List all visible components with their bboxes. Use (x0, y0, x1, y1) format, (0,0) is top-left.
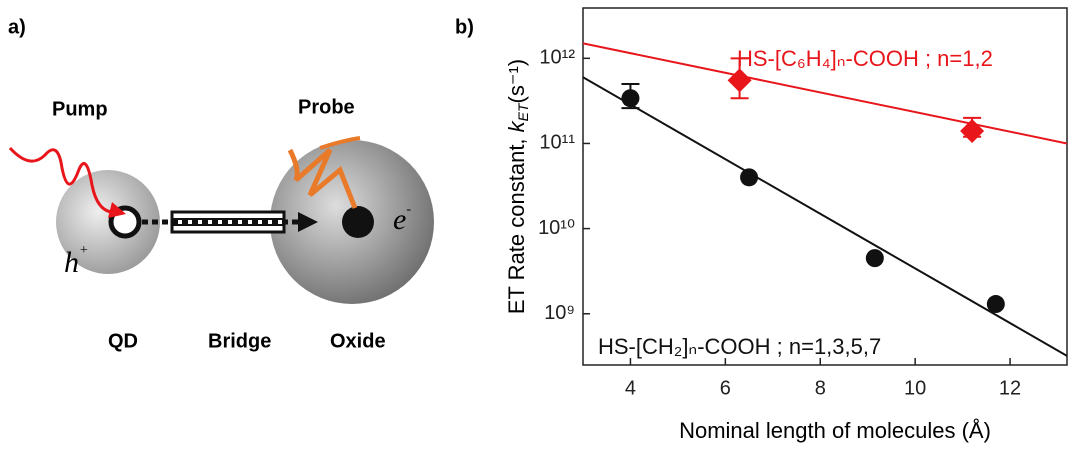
y-tick-label: 10⁹ (544, 302, 575, 324)
hole-label: h+ (64, 243, 88, 279)
electron-charge: - (406, 202, 411, 217)
x-tick-label: 4 (625, 377, 636, 399)
pump-label: Pump (52, 98, 108, 120)
chart: b) 4 6 8 10 12 10⁹ 10¹⁰ 10¹¹ 10¹² Nominal length … (455, 7, 1068, 443)
pump-arrow (108, 202, 126, 218)
qd-sphere (56, 170, 160, 274)
electron-letter: e (393, 203, 406, 236)
plot-frame (582, 7, 1068, 366)
pump-wave (8, 146, 119, 214)
hole-charge: + (79, 243, 88, 258)
x-tick-label: 6 (720, 377, 731, 399)
qd-label: QD (108, 330, 138, 352)
hole-letter: h (64, 246, 79, 279)
electron (342, 206, 374, 238)
probe-wave (287, 148, 358, 209)
point (960, 119, 985, 144)
y-tick-label: 10¹² (539, 47, 575, 69)
fit-line (583, 76, 1067, 357)
point (740, 168, 759, 187)
x-axis-label: Nominal length of molecules (Å) (679, 418, 991, 443)
electron-label: e- (393, 202, 411, 236)
probe-wave (319, 136, 361, 150)
x-tick-label: 8 (815, 377, 826, 399)
probe-label: Probe (298, 96, 355, 118)
fit-line (583, 42, 1067, 145)
y-axis-label: ET Rate constant, kET(s⁻¹) (504, 59, 531, 314)
y-label-part: ET Rate constant, (504, 132, 529, 314)
y-tick-label: 10¹⁰ (538, 217, 575, 239)
y-label-part: ET (515, 102, 531, 121)
arrow-head (298, 212, 318, 232)
panel-label: b) (455, 16, 474, 38)
point (986, 295, 1005, 314)
series-label: HS-[CH₂]ₙ-COOH ; n=1,3,5,7 (598, 334, 881, 359)
y-tick-label: 10¹¹ (539, 132, 575, 154)
panel-label: a) (8, 16, 26, 38)
x-tick-label: 12 (999, 377, 1021, 399)
y-label-part: k (504, 120, 529, 132)
bridge-label: Bridge (208, 330, 271, 352)
diagram: a) Pump Probe h+ e- QD Bridge Oxide (8, 16, 434, 352)
point (727, 68, 752, 93)
point (865, 249, 884, 268)
series-label: HS-[C₆H₄]ₙ-COOH ; n=1,2 (737, 46, 993, 71)
x-tick-label: 10 (904, 377, 926, 399)
y-label-part: (s⁻¹) (504, 59, 529, 104)
point (621, 89, 640, 108)
oxide-label: Oxide (330, 330, 386, 352)
